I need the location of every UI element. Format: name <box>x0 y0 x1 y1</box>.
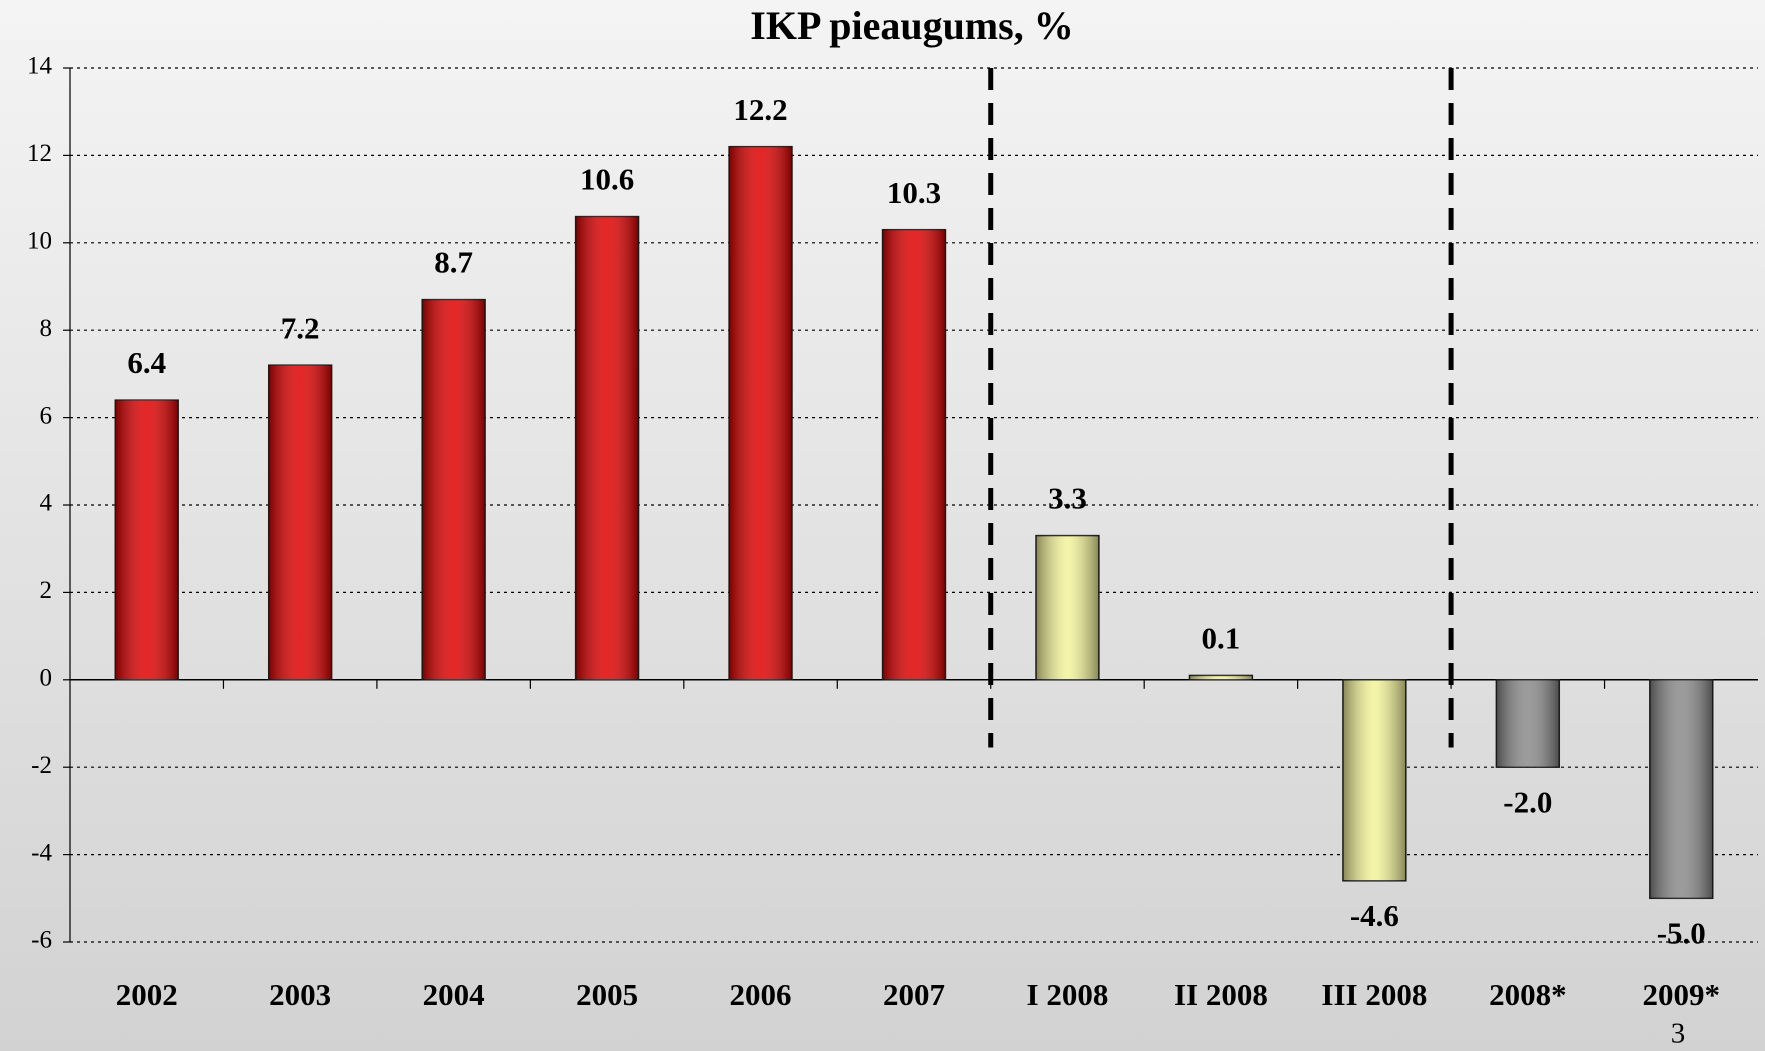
x-tick-label: III 2008 <box>1321 977 1427 1012</box>
y-tick-label: 4 <box>40 490 53 517</box>
data-label: -2.0 <box>1503 784 1552 819</box>
y-tick-label: 12 <box>27 140 52 167</box>
bar-shading <box>729 146 793 680</box>
x-tick-label: 2006 <box>730 977 792 1012</box>
y-tick-label: 14 <box>27 53 53 80</box>
bar-shading <box>882 229 946 680</box>
y-tick-label: -4 <box>31 839 52 866</box>
bar-shading <box>422 299 486 680</box>
data-label: 3.3 <box>1048 481 1087 516</box>
chart-title: IKP pieaugums, % <box>750 3 1073 48</box>
data-label: 6.4 <box>127 345 166 380</box>
bar-shading <box>115 400 179 680</box>
x-tick-label: I 2008 <box>1027 977 1109 1012</box>
y-tick-label: -2 <box>31 752 52 779</box>
x-tick-label: 2003 <box>269 977 331 1012</box>
bar-shading <box>1189 675 1253 680</box>
x-tick-label: 2004 <box>423 977 485 1012</box>
page-number: 3 <box>1671 1018 1686 1050</box>
bar-shading <box>1035 535 1099 680</box>
x-tick-label: 2005 <box>576 977 638 1012</box>
data-label: 0.1 <box>1202 621 1241 656</box>
bar-shading <box>1649 679 1713 899</box>
y-tick-label: 8 <box>40 315 53 342</box>
x-tick-label: 2008* <box>1489 977 1567 1012</box>
y-tick-label: 6 <box>40 402 53 429</box>
y-tick-label: 2 <box>40 577 53 604</box>
y-tick-label: -6 <box>31 927 52 954</box>
x-tick-label: II 2008 <box>1174 977 1268 1012</box>
data-label: 8.7 <box>434 245 473 280</box>
data-label: 10.3 <box>887 175 941 210</box>
bar-shading <box>1496 679 1560 768</box>
data-label: 12.2 <box>733 92 787 127</box>
bar-shading <box>1342 679 1406 881</box>
x-tick-label: 2002 <box>116 977 178 1012</box>
bar-shading <box>268 365 332 680</box>
data-label: -5.0 <box>1657 915 1706 950</box>
data-label: 7.2 <box>281 310 320 345</box>
y-tick-label: 10 <box>27 228 52 255</box>
y-tick-label: 0 <box>40 665 53 692</box>
data-label: 10.6 <box>580 162 634 197</box>
x-tick-label: 2009* <box>1643 977 1721 1012</box>
bar-shading <box>575 216 639 680</box>
data-label: -4.6 <box>1350 898 1399 933</box>
x-tick-label: 2007 <box>883 977 945 1012</box>
